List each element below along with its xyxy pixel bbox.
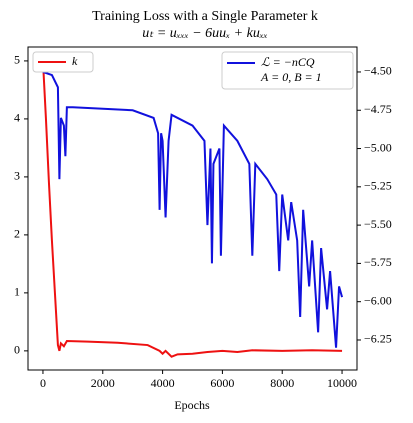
y2-tick-label: −4.50 [364, 64, 392, 78]
legend-label: k [72, 54, 78, 68]
y2-tick-label: −6.25 [364, 332, 392, 346]
y2-tick-label: −5.75 [364, 255, 392, 269]
chart-title: Training Loss with a Single Parameter k [92, 9, 318, 24]
y-tick-label: 2 [14, 227, 20, 241]
plot-frame [27, 46, 358, 371]
y2-tick-label: −5.00 [364, 140, 392, 154]
y2-tick-label: −5.50 [364, 217, 392, 231]
line-series [42, 71, 344, 348]
y2-tick-label: −4.75 [364, 102, 392, 116]
x-tick-label: 0 [40, 376, 46, 390]
y-tick-label: 5 [14, 53, 20, 67]
y-tick-label: 4 [14, 111, 20, 125]
x-tick-label: 8000 [270, 376, 294, 390]
x-tick-label: 2000 [91, 376, 115, 390]
legend-label: ℒ = −nCQ [261, 55, 315, 69]
x-tick-label: 6000 [210, 376, 234, 390]
x-tick-label: 10000 [327, 376, 357, 390]
y-tick-label: 3 [14, 169, 20, 183]
y2-tick-label: −6.00 [364, 293, 392, 307]
x-tick-label: 4000 [151, 376, 175, 390]
y2-tick-label: −5.25 [364, 179, 392, 193]
y-tick-label: 1 [14, 285, 20, 299]
x-axis-label: Epochs [174, 398, 210, 412]
legend-box [221, 51, 354, 90]
y-tick-label: 0 [14, 343, 20, 357]
line-series [41, 60, 343, 358]
legend-annotation: A = 0, B = 1 [260, 70, 322, 84]
chart-subtitle: uₜ = uₓₓₓ − 6uuₓ + kuₓₓ [142, 26, 268, 41]
